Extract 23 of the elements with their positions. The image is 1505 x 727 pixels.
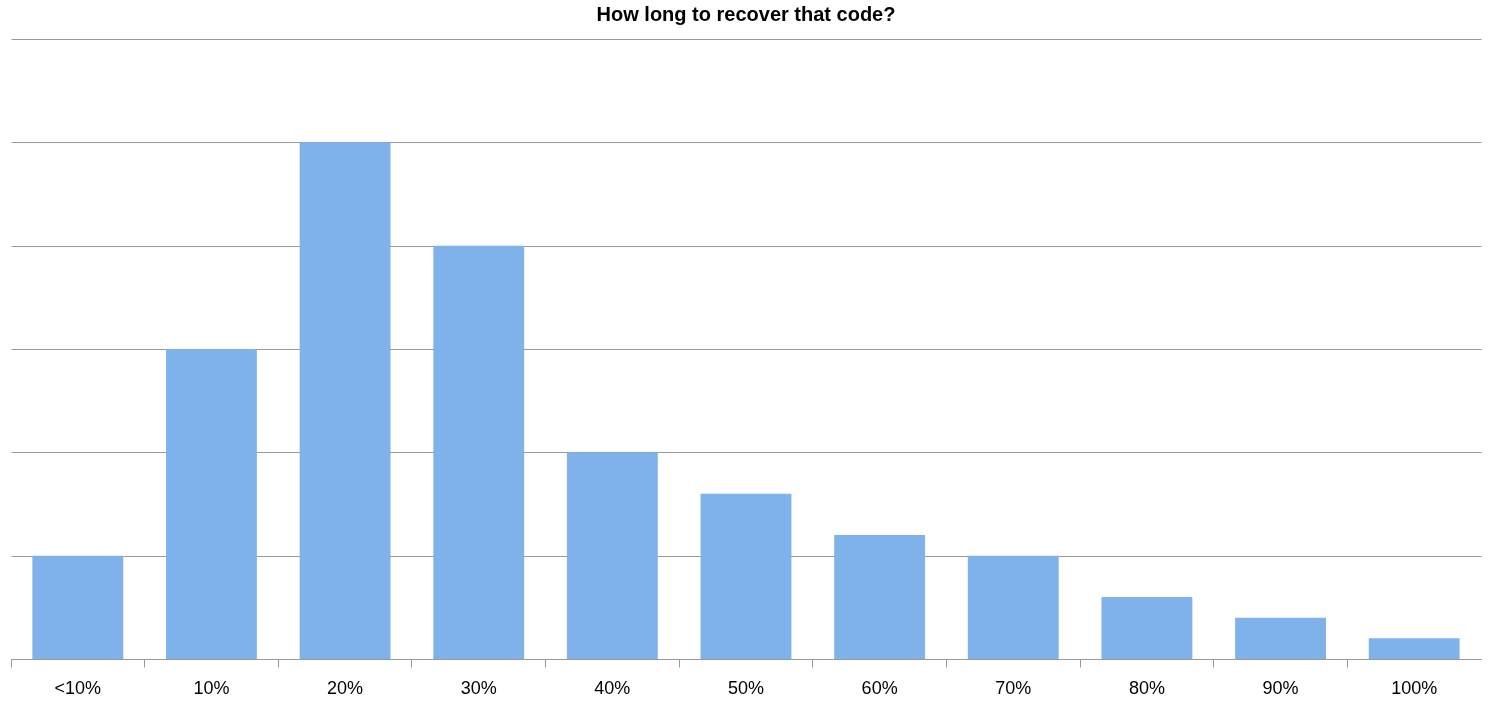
x-tick-label: 30% xyxy=(460,677,497,698)
bar xyxy=(700,493,792,659)
bar xyxy=(166,349,257,659)
x-tick-label: <10% xyxy=(54,677,102,698)
bar xyxy=(433,245,525,659)
bar xyxy=(1101,597,1193,659)
x-tick-label: 60% xyxy=(861,677,898,698)
chart-title: How long to recover that code? xyxy=(596,3,896,25)
x-tick-label: 100% xyxy=(1391,677,1438,698)
x-tick-label: 50% xyxy=(727,677,765,698)
bar xyxy=(32,555,124,659)
x-tick-label: 20% xyxy=(327,677,364,698)
x-tick-label: 10% xyxy=(193,677,230,698)
bar xyxy=(1368,638,1460,659)
x-tick-label: 40% xyxy=(594,677,631,698)
bar xyxy=(967,555,1059,659)
bar xyxy=(1235,617,1326,659)
bar xyxy=(299,142,391,659)
x-tick-label: 90% xyxy=(1262,677,1299,698)
x-tick-label: 70% xyxy=(995,677,1032,698)
bar xyxy=(566,452,658,659)
x-tick-label: 80% xyxy=(1128,677,1165,698)
bar xyxy=(834,535,926,659)
